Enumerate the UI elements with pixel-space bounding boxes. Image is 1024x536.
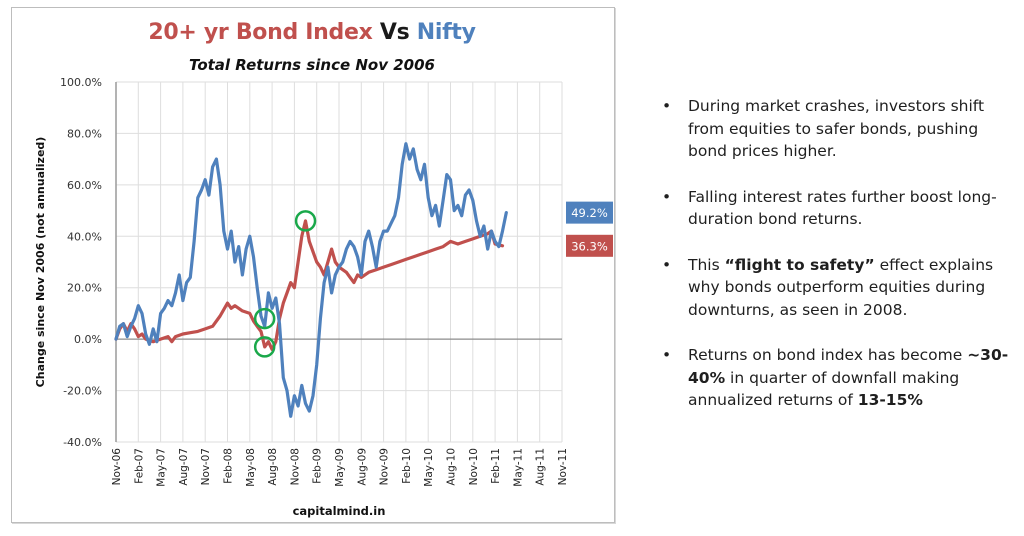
series-line-nifty xyxy=(114,142,508,418)
x-tick-label: Nov-09 xyxy=(379,448,391,485)
x-tick-label: May-09 xyxy=(334,448,346,487)
x-tick-label: Nov-08 xyxy=(289,448,301,485)
bullet-text: Falling interest rates further boost lon… xyxy=(688,187,997,229)
x-tick-label: May-10 xyxy=(423,448,435,487)
x-tick-label: Aug-09 xyxy=(356,448,368,486)
bullet-text-bold: ~30-40% xyxy=(688,346,1009,387)
series-line-20-yr-bond-index xyxy=(114,219,505,351)
title-bond: 20+ yr Bond Index xyxy=(148,20,373,45)
x-tick-label: Aug-08 xyxy=(267,448,279,486)
bullet-icon: • xyxy=(662,187,672,206)
end-label-20-yr-bond-index: 36.3% xyxy=(566,234,613,257)
title-vs: Vs xyxy=(379,20,410,45)
bullet-item: • During market crashes, investors shift… xyxy=(660,95,1020,163)
x-tick-label: Feb-09 xyxy=(312,448,324,484)
y-tick-label: 20.0% xyxy=(67,282,102,295)
highlight-circle xyxy=(294,210,317,232)
end-label-text: 49.2% xyxy=(571,206,608,220)
bullet-text-post: effect explains why bonds outperform equ… xyxy=(688,255,994,319)
x-tick-label: Feb-07 xyxy=(133,448,145,484)
x-tick-label: Feb-08 xyxy=(223,448,235,484)
end-label-box xyxy=(566,234,613,257)
bullet-icon: • xyxy=(662,346,672,364)
bullet-text-bold-2: 13-15% xyxy=(857,391,923,409)
bullet-text-pre: Returns on bond index has become xyxy=(688,346,968,364)
bullet-text: During market crashes, investors shift f… xyxy=(688,97,985,160)
bullet-text-bold: “flight to safety” xyxy=(724,255,875,274)
annotations xyxy=(253,210,317,358)
y-tick-label: 0.0% xyxy=(74,333,102,346)
x-tick-label: Feb-10 xyxy=(401,448,413,484)
end-label-box xyxy=(566,201,613,224)
x-tick-label: May-08 xyxy=(245,448,257,487)
x-tick-label: Aug-11 xyxy=(535,448,547,486)
x-tick-label: Feb-11 xyxy=(490,448,502,484)
series-lines xyxy=(114,142,508,418)
end-labels: 49.2% 36.3% xyxy=(566,201,613,257)
chart-title: 20+ yr Bond Index Vs Nifty xyxy=(11,20,613,45)
bullet-text-post: in quarter of downfall making annualized… xyxy=(688,368,960,410)
y-tick-label: 40.0% xyxy=(67,230,102,243)
x-tick-label: May-07 xyxy=(156,448,168,487)
y-tick-label: -20.0% xyxy=(63,385,102,398)
bullet-icon: • xyxy=(662,97,672,115)
x-axis-label: capitalmind.in xyxy=(293,504,386,518)
y-axis-label: Change since Nov 2006 (not annualized) xyxy=(34,137,47,388)
x-tick-label: Nov-10 xyxy=(468,448,480,485)
bullet-item: • Falling interest rates further boost l… xyxy=(660,186,1020,231)
x-tick-labels: Nov-06 Feb-07 May-07 Aug-07 Nov-07 Feb-08 May-… xyxy=(111,448,569,487)
title-nifty: Nifty xyxy=(416,20,476,45)
x-tick-label: Aug-10 xyxy=(446,448,458,486)
y-tick-label: 60.0% xyxy=(67,179,102,192)
bullet-text-pre: This xyxy=(688,255,725,274)
y-tick-label: 100.0% xyxy=(60,76,102,89)
x-tick-label: Aug-07 xyxy=(178,448,190,486)
y-tick-label: -40.0% xyxy=(63,436,102,449)
bullet-list: • During market crashes, investors shift… xyxy=(660,95,1020,435)
x-tick-label: May-11 xyxy=(512,448,524,487)
chart-frame xyxy=(11,7,615,523)
bullet-item: • Returns on bond index has become ~30-4… xyxy=(660,344,1020,412)
bullet-item: • This “flight to safety” effect explain… xyxy=(660,254,1020,322)
end-label-nifty: 49.2% xyxy=(566,201,613,224)
x-tick-label: Nov-11 xyxy=(557,448,569,485)
x-tick-label: Nov-06 xyxy=(111,448,123,486)
highlight-circle xyxy=(253,307,276,330)
chart-subtitle: Total Returns since Nov 2006 xyxy=(189,56,435,74)
end-label-text: 36.3% xyxy=(571,239,608,253)
gridlines xyxy=(115,81,563,443)
bullet-icon: • xyxy=(662,255,672,274)
x-tick-label: Nov-07 xyxy=(200,448,212,485)
y-tick-label: 80.0% xyxy=(67,127,102,140)
y-tick-labels: -40.0% -20.0% 0.0% 20.0% 40.0% 60.0% 80.0% 100.… xyxy=(60,76,102,449)
highlight-circle xyxy=(253,336,276,358)
